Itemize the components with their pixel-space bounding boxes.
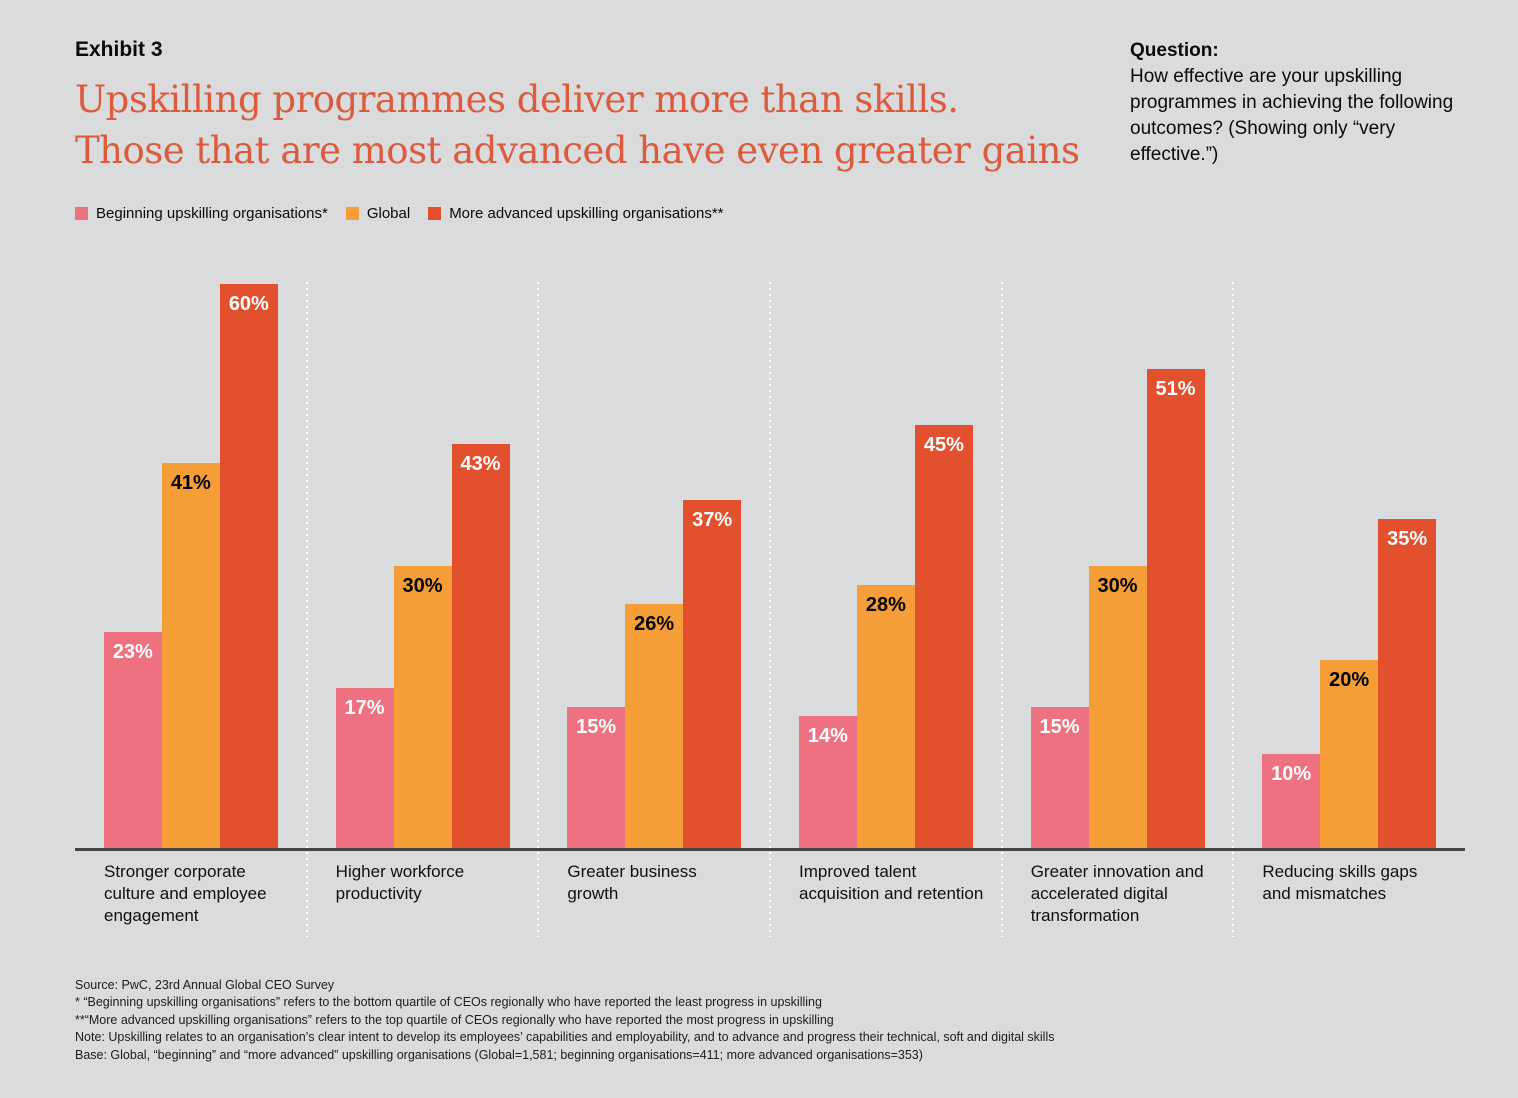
bar: 35% bbox=[1378, 519, 1437, 848]
bar: 28% bbox=[856, 585, 915, 848]
bar-value-label: 37% bbox=[692, 509, 733, 531]
bar-value-label: 10% bbox=[1271, 763, 1312, 785]
bar: 10% bbox=[1262, 754, 1321, 848]
footnote-line: **“More advanced upskilling organisation… bbox=[75, 1012, 834, 1027]
category-label: Greater business growth bbox=[567, 862, 697, 903]
group-separator bbox=[305, 282, 308, 937]
group-separator bbox=[1000, 282, 1003, 937]
group-separator bbox=[537, 282, 540, 937]
category-label: Reducing skills gaps and mismatches bbox=[1262, 862, 1418, 903]
bar: 20% bbox=[1320, 660, 1379, 848]
bar-value-label: 30% bbox=[1097, 575, 1138, 597]
chart-legend: Beginning upskilling organisations* Globa… bbox=[75, 205, 724, 222]
footnote-line: Source: PwC, 23rd Annual Global CEO Surv… bbox=[75, 978, 335, 992]
title-line-2: Those that are most advanced have even g… bbox=[75, 129, 1080, 172]
plot-area: 23% 41% 60% 17% 30% 43% 15% 26% 37% 14% 28% 45% 15% 3… bbox=[75, 282, 1465, 937]
category-labels-row: Stronger corporate culture and employee … bbox=[75, 861, 1465, 927]
bar-value-label: 20% bbox=[1329, 669, 1370, 691]
category-label: Improved talent acquisition and retentio… bbox=[799, 862, 984, 903]
bar: 23% bbox=[103, 632, 162, 848]
bar-group-6: 10% 20% 35% bbox=[1233, 282, 1465, 848]
x-axis-line bbox=[75, 848, 1465, 851]
footnotes: Source: PwC, 23rd Annual Global CEO Surv… bbox=[75, 977, 1465, 1064]
bar: 37% bbox=[683, 500, 742, 848]
question-body: How effective are your upskilling progra… bbox=[1130, 66, 1454, 165]
bar-group-3: 15% 26% 37% bbox=[538, 282, 770, 848]
bar-value-label: 26% bbox=[634, 613, 675, 635]
bar-value-label: 14% bbox=[807, 725, 848, 747]
legend-item-2: Global bbox=[345, 205, 411, 222]
legend-swatch-icon bbox=[75, 207, 88, 220]
bar: 45% bbox=[914, 425, 973, 848]
bar: 17% bbox=[335, 688, 394, 848]
bar: 30% bbox=[393, 566, 452, 848]
bar-value-label: 15% bbox=[1039, 716, 1080, 738]
bar-value-label: 35% bbox=[1387, 528, 1428, 550]
bar-group-2: 17% 30% 43% bbox=[307, 282, 539, 848]
bar: 14% bbox=[798, 716, 857, 848]
bar-value-label: 43% bbox=[460, 453, 501, 475]
bar-group-1: 23% 41% 60% bbox=[75, 282, 307, 848]
bar-value-label: 17% bbox=[344, 697, 385, 719]
bar: 41% bbox=[161, 463, 220, 848]
bar-group-5: 15% 30% 51% bbox=[1002, 282, 1234, 848]
footnote-line: Note: Upskilling relates to an organisat… bbox=[75, 1030, 1055, 1045]
bar: 15% bbox=[567, 707, 626, 848]
bar: 15% bbox=[1030, 707, 1089, 848]
bar-value-label: 30% bbox=[402, 575, 443, 597]
legend-swatch-icon bbox=[345, 207, 359, 220]
question-block: Question: How effective are your upskill… bbox=[1130, 38, 1460, 168]
bar-group-4: 14% 28% 45% bbox=[770, 282, 1002, 848]
category-label: Higher workforce productivity bbox=[335, 862, 465, 903]
category-label: Greater innovation and accelerated digit… bbox=[1030, 862, 1204, 925]
legend-item-3: More advanced upskilling organisations** bbox=[428, 205, 724, 222]
bar: 26% bbox=[625, 604, 684, 848]
question-heading: Question: bbox=[1130, 40, 1219, 61]
legend-item-1: Beginning upskilling organisations* bbox=[75, 205, 328, 222]
legend-label: More advanced upskilling organisations** bbox=[449, 205, 724, 222]
bar-value-label: 51% bbox=[1155, 378, 1196, 400]
bar: 43% bbox=[451, 444, 510, 848]
title-line-1: Upskilling programmes deliver more than … bbox=[75, 78, 959, 121]
legend-swatch-icon bbox=[428, 207, 442, 220]
legend-label: Beginning upskilling organisations* bbox=[96, 205, 328, 222]
bar-value-label: 41% bbox=[170, 472, 211, 494]
footnote-line: Base: Global, “beginning” and “more adva… bbox=[75, 1047, 923, 1062]
group-separator bbox=[769, 282, 771, 937]
bar-value-label: 45% bbox=[923, 434, 964, 456]
bar: 60% bbox=[219, 284, 278, 848]
bar: 51% bbox=[1146, 369, 1205, 848]
category-label: Stronger corporate culture and employee … bbox=[104, 862, 267, 925]
bar-value-label: 60% bbox=[228, 293, 269, 315]
group-separator bbox=[1232, 282, 1235, 937]
footnote-line: * “Beginning upskilling organisations” r… bbox=[75, 995, 822, 1010]
legend-label: Global bbox=[366, 205, 411, 222]
exhibit-title: Upskilling programmes deliver more than … bbox=[75, 74, 1080, 176]
bar-value-label: 15% bbox=[576, 716, 617, 738]
bar-value-label: 28% bbox=[865, 594, 906, 616]
bar-value-label: 23% bbox=[112, 641, 153, 663]
exhibit-label: Exhibit 3 bbox=[75, 38, 163, 61]
bar: 30% bbox=[1088, 566, 1147, 848]
